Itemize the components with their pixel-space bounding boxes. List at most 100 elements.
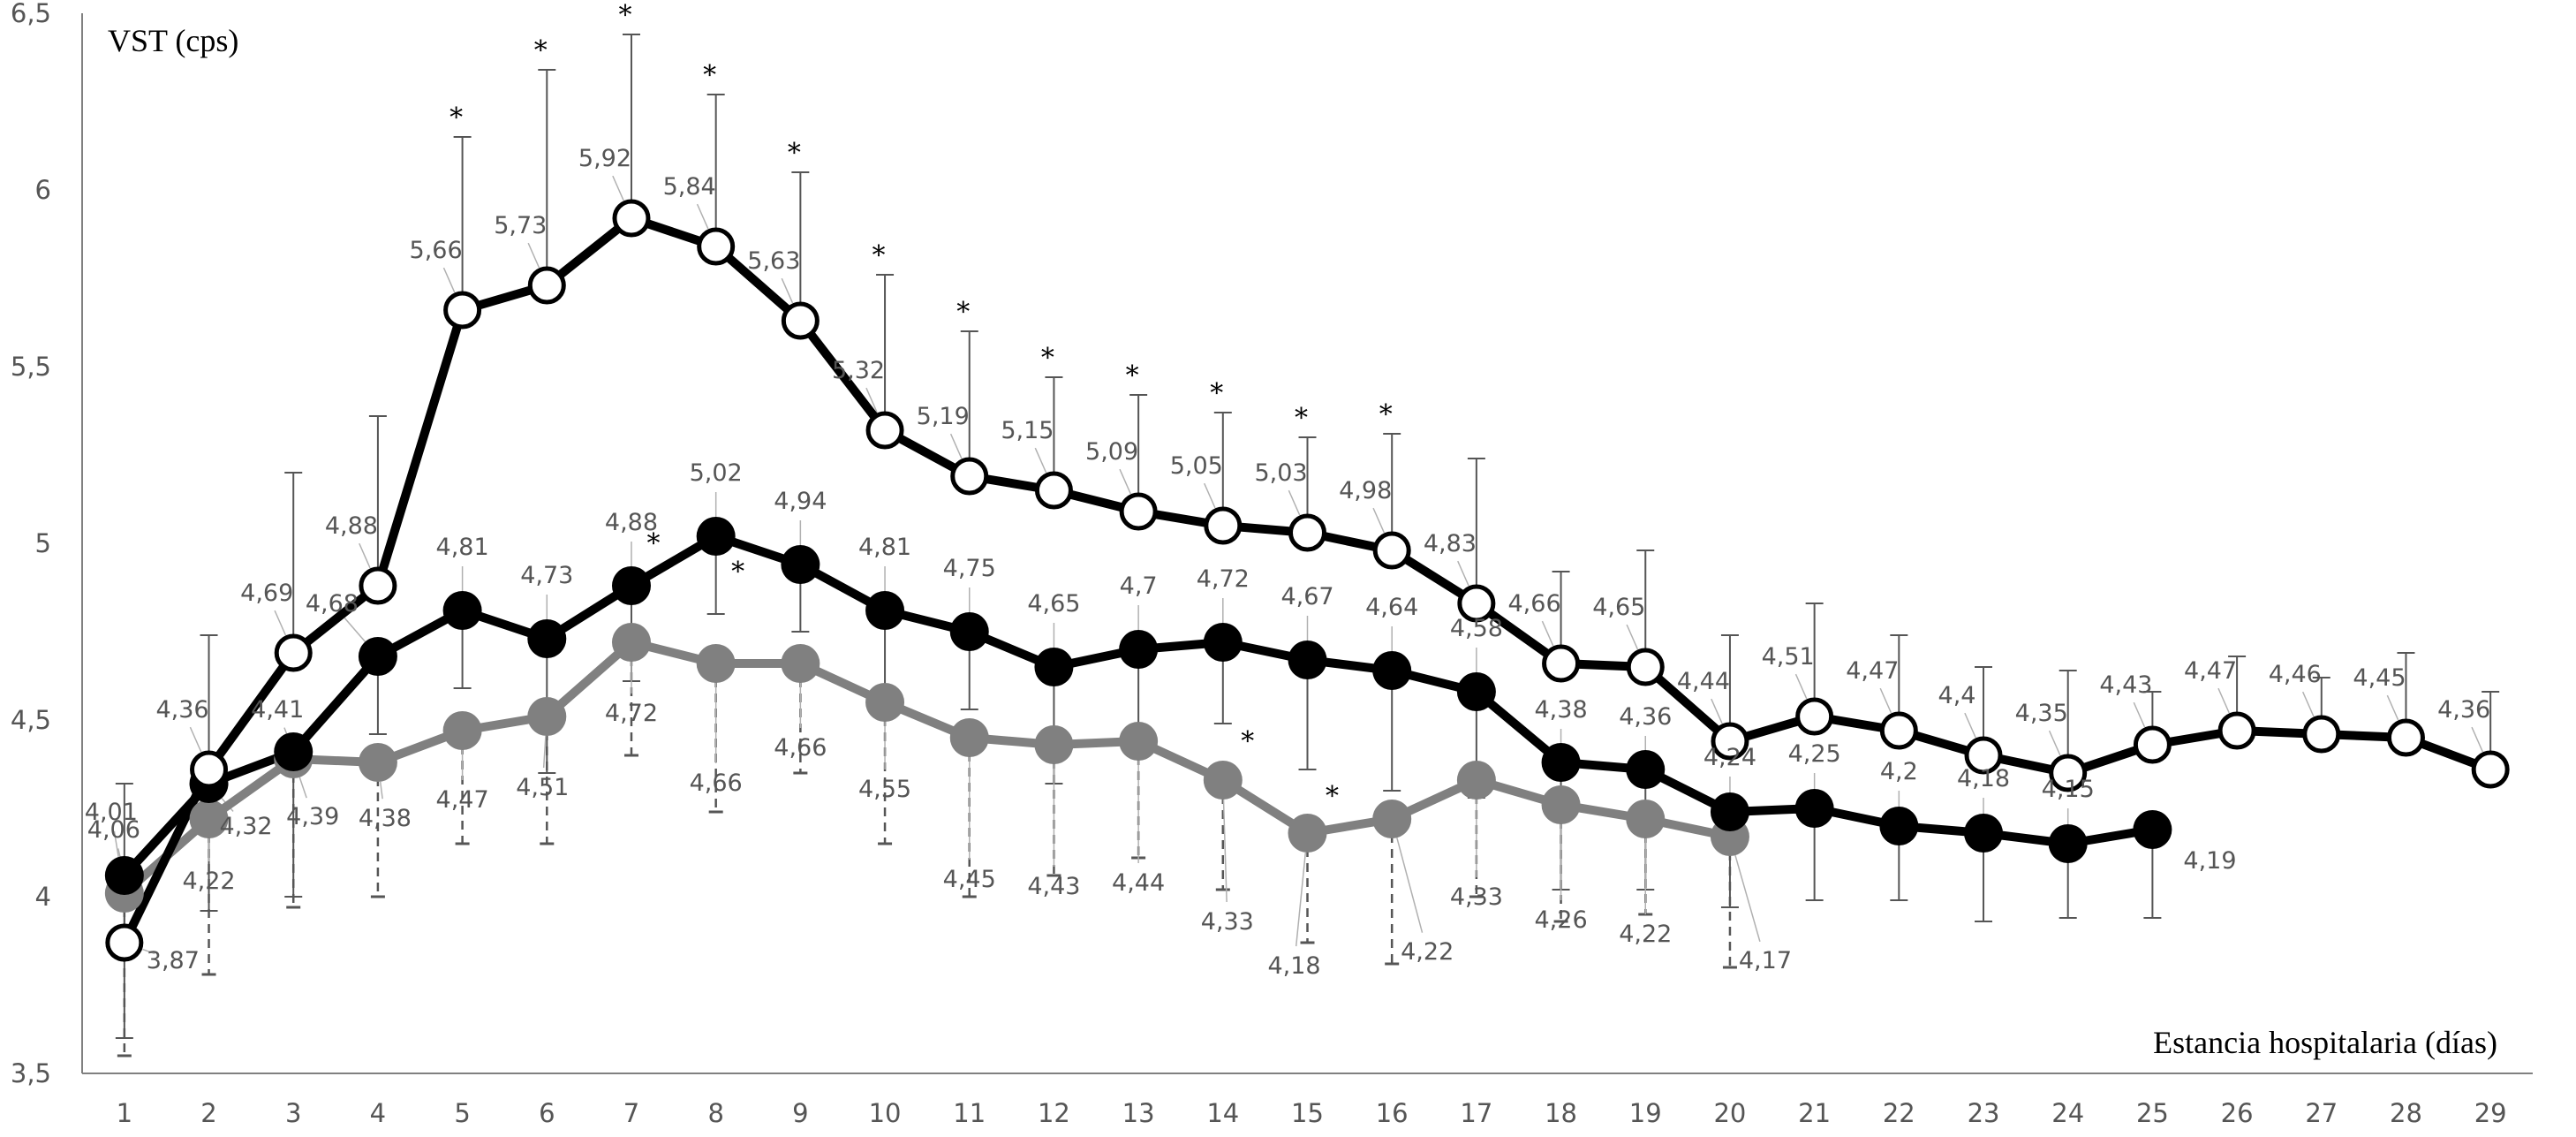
data-label: 4,73 <box>520 562 573 589</box>
significance-star: * <box>731 557 744 587</box>
significance-star: * <box>1326 781 1339 812</box>
grey-series-point <box>442 711 482 750</box>
x-tick-label: 10 <box>869 1098 902 1128</box>
filled-series-point <box>1964 814 2004 853</box>
significance-markers: * * * * * * * * * * * * * * * * <box>449 0 1393 812</box>
series-points <box>104 199 2510 962</box>
data-label: 4,47 <box>2184 657 2237 685</box>
data-label: 4,47 <box>1846 657 1899 685</box>
data-label: 5,03 <box>1254 459 1307 487</box>
filled-series-point <box>781 545 820 584</box>
data-label: 3,87 <box>147 947 200 974</box>
data-label: 4,83 <box>1424 530 1477 557</box>
filled-series-point <box>1541 743 1581 782</box>
significance-star: * <box>1379 399 1393 430</box>
open-series-point <box>2386 718 2425 757</box>
grey-series-point <box>189 800 229 838</box>
x-tick-label: 4 <box>370 1098 386 1128</box>
data-label: 4,69 <box>240 580 293 607</box>
filled-series-point <box>1203 623 1243 662</box>
label-leader-line <box>1204 482 1216 509</box>
x-tick-label: 11 <box>953 1098 986 1128</box>
grey-series-point <box>1119 722 1159 761</box>
open-series-point <box>190 750 229 789</box>
open-series-point <box>359 566 397 605</box>
data-label: 4,22 <box>182 868 235 895</box>
data-label: 4,33 <box>1450 883 1503 911</box>
data-labels: 3,87 4,36 4,69 4,88 5,66 5,73 5,92 5,84 5,63 5,32… <box>85 145 2490 980</box>
label-leader-line <box>696 203 709 230</box>
label-leader-line <box>1711 698 1723 724</box>
significance-star: * <box>956 297 970 328</box>
grey-series-point <box>1626 800 1666 838</box>
x-tick-label: 3 <box>285 1098 301 1128</box>
data-label: 5,15 <box>1001 417 1054 444</box>
data-label: 4,65 <box>1027 590 1080 618</box>
x-tick-label: 23 <box>1968 1098 2000 1128</box>
x-tick-label: 25 <box>2136 1098 2169 1128</box>
x-tick-label: 12 <box>1038 1098 1070 1128</box>
filled-series-point <box>1879 807 1919 845</box>
data-label: 4,01 <box>85 799 138 826</box>
y-tick-label: 3,5 <box>11 1058 51 1088</box>
y-tick-label: 6,5 <box>11 0 51 28</box>
open-series-point <box>697 227 736 266</box>
x-tick-label: 20 <box>1713 1098 1746 1128</box>
x-tick-label: 6 <box>539 1098 555 1128</box>
data-label: 4,68 <box>306 590 359 618</box>
grey-series-point <box>949 718 989 757</box>
filled-series-point <box>1288 641 1327 679</box>
open-series-point <box>1372 531 1411 570</box>
data-label: 4,22 <box>1401 938 1454 966</box>
significance-star: * <box>1126 360 1139 391</box>
filled-series-point <box>2048 824 2088 863</box>
x-tick-label: 5 <box>454 1098 470 1128</box>
y-tick-label: 6 <box>35 175 51 205</box>
data-label: 4,44 <box>1677 668 1730 695</box>
label-leader-line <box>142 948 155 955</box>
open-series-point <box>865 411 904 450</box>
data-label: 5,84 <box>663 173 716 201</box>
open-series-point <box>1204 506 1243 545</box>
x-tick-label: 19 <box>1629 1098 1662 1128</box>
data-label: 4,2 <box>1880 758 1918 785</box>
data-label: 4,17 <box>1739 947 1792 974</box>
open-series-point <box>2133 725 2172 764</box>
data-label: 5,09 <box>1085 438 1138 466</box>
y-tick-label: 5,5 <box>11 352 51 382</box>
tick-labels: 3,544,555,566,51 2 3 4 5 6 7 8 9 10 11 12 13 14 15 16 17… <box>11 0 2507 1128</box>
data-label: 4,36 <box>155 696 208 724</box>
data-label: 4,36 <box>2437 696 2490 724</box>
significance-star: * <box>703 60 716 91</box>
data-label: 4,51 <box>516 774 569 801</box>
significance-star: * <box>788 138 801 169</box>
x-tick-label: 24 <box>2051 1098 2084 1128</box>
filled-series-point <box>442 591 482 630</box>
grey-series-point <box>1372 800 1412 838</box>
open-series-point <box>1034 471 1073 510</box>
filled-series-point <box>274 732 314 771</box>
data-label: 5,73 <box>494 212 547 239</box>
label-leader-line <box>949 433 963 459</box>
data-label: 4,22 <box>1619 921 1672 948</box>
label-leader-line <box>379 781 383 800</box>
x-axis-title: Estancia hospitalaria (días) <box>2153 1025 2497 1060</box>
label-leader-line <box>1396 838 1424 933</box>
x-tick-label: 26 <box>2221 1098 2254 1128</box>
data-label: 4,81 <box>436 534 489 561</box>
data-label: 4,26 <box>1535 906 1588 934</box>
label-leader-line <box>1964 712 1976 739</box>
data-label: 4,43 <box>1027 873 1080 900</box>
open-series-point <box>1795 697 1834 736</box>
filled-series-point <box>104 856 144 895</box>
x-tick-label: 27 <box>2305 1098 2338 1128</box>
filled-series-point <box>1710 792 1749 831</box>
data-label: 4,75 <box>943 555 996 582</box>
label-leader-line <box>542 735 547 769</box>
data-label: 4,38 <box>359 805 412 832</box>
filled-series-point <box>1372 651 1412 690</box>
label-leader-line <box>1295 852 1307 947</box>
label-leader-line <box>1626 624 1639 650</box>
